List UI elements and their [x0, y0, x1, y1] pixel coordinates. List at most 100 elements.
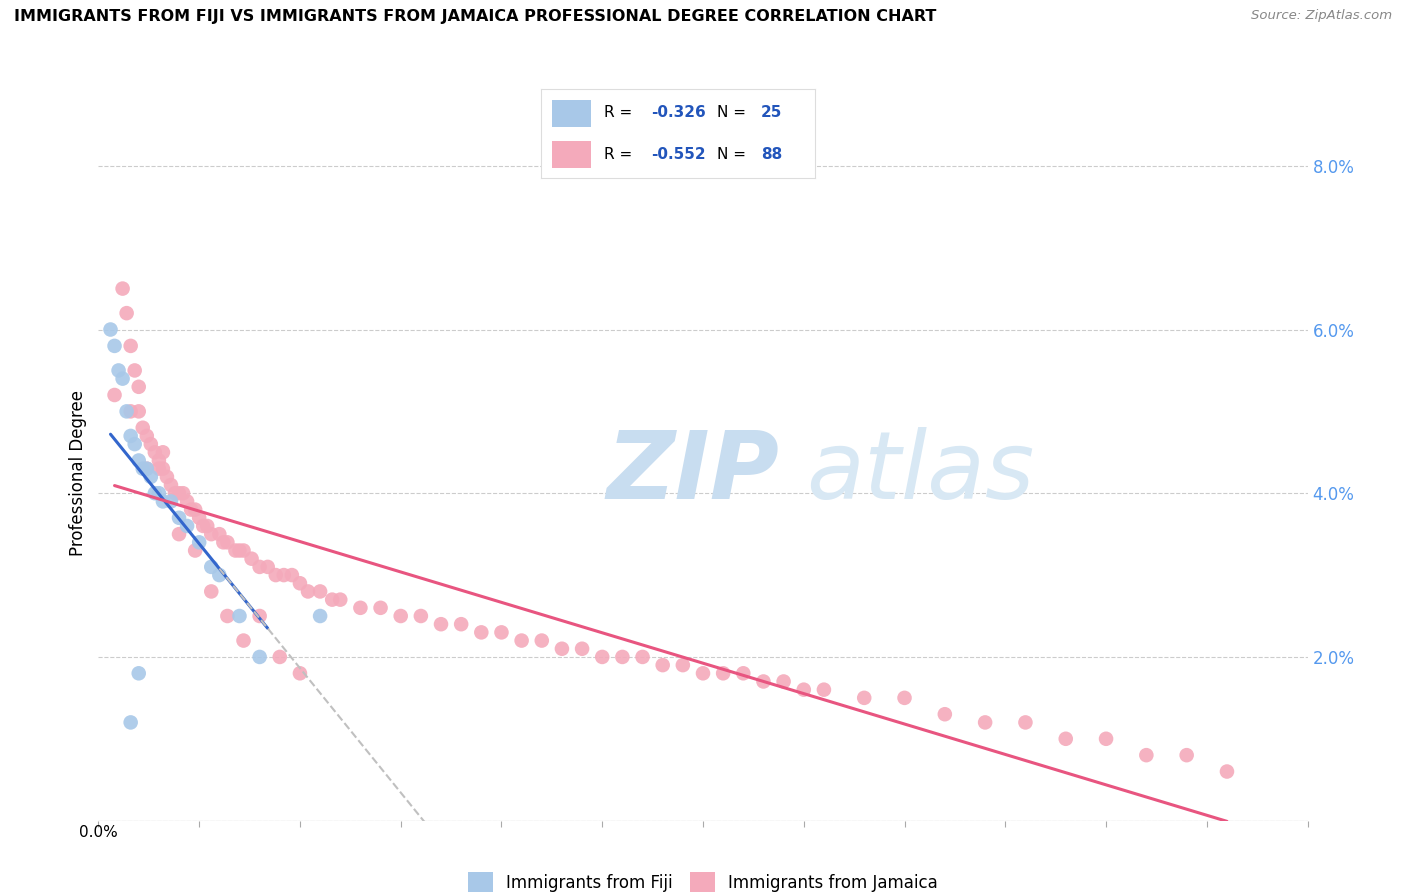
Point [1014, 715, 1036, 730]
Point [752, 674, 775, 689]
Point [772, 674, 794, 689]
Point [934, 707, 956, 722]
Point [470, 625, 492, 640]
Point [288, 576, 311, 591]
Point [249, 649, 271, 664]
Point [1095, 731, 1118, 746]
Point [135, 429, 157, 443]
Point [200, 560, 222, 574]
Point [1054, 731, 1077, 746]
Point [232, 633, 254, 648]
Point [120, 429, 142, 443]
Point [115, 306, 138, 320]
Point [551, 641, 574, 656]
Point [409, 609, 432, 624]
Point [349, 600, 371, 615]
Point [571, 641, 593, 656]
Point [228, 609, 250, 624]
Point [321, 592, 343, 607]
Point [128, 666, 150, 681]
Text: -0.326: -0.326 [651, 105, 706, 120]
Point [281, 568, 304, 582]
Point [128, 380, 150, 394]
Point [329, 592, 352, 607]
Point [631, 649, 654, 664]
Point [249, 609, 271, 624]
Point [264, 568, 287, 582]
Point [163, 486, 186, 500]
Point [430, 617, 453, 632]
Point [111, 371, 134, 385]
Point [152, 461, 174, 475]
Point [115, 404, 138, 418]
Point [1135, 748, 1157, 763]
Text: 0.0%: 0.0% [79, 825, 118, 839]
Point [208, 568, 231, 582]
Point [450, 617, 472, 632]
Point [200, 527, 222, 541]
Point [135, 461, 157, 475]
Point [195, 519, 218, 533]
Point [120, 339, 142, 353]
Point [309, 609, 332, 624]
Point [240, 551, 263, 566]
Point [156, 470, 179, 484]
Point [176, 494, 198, 508]
Point [124, 437, 146, 451]
Point [389, 609, 412, 624]
Point [124, 363, 146, 377]
FancyBboxPatch shape [553, 141, 591, 168]
Y-axis label: Professional Degree: Professional Degree [69, 390, 87, 556]
Legend: Immigrants from Fiji, Immigrants from Jamaica: Immigrants from Fiji, Immigrants from Ja… [468, 872, 938, 892]
Point [256, 560, 278, 574]
Point [530, 633, 553, 648]
Point [132, 421, 155, 435]
Point [176, 519, 198, 533]
Point [120, 715, 142, 730]
Point [128, 404, 150, 418]
Point [160, 494, 183, 508]
Point [200, 584, 222, 599]
Point [143, 445, 166, 459]
Point [232, 543, 254, 558]
Point [893, 690, 915, 705]
Point [184, 502, 207, 516]
Point [288, 666, 311, 681]
Text: IMMIGRANTS FROM FIJI VS IMMIGRANTS FROM JAMAICA PROFESSIONAL DEGREE CORRELATION : IMMIGRANTS FROM FIJI VS IMMIGRANTS FROM … [14, 9, 936, 24]
Text: 88: 88 [761, 147, 782, 161]
Point [172, 486, 194, 500]
Point [853, 690, 876, 705]
Point [297, 584, 319, 599]
Point [128, 453, 150, 467]
Point [148, 453, 170, 467]
Point [249, 560, 271, 574]
Point [1216, 764, 1239, 779]
Point [100, 322, 122, 336]
Point [974, 715, 997, 730]
Point [148, 461, 170, 475]
Point [167, 510, 190, 524]
Point [208, 527, 231, 541]
Point [309, 584, 332, 599]
Point [711, 666, 734, 681]
Text: -0.552: -0.552 [651, 147, 706, 161]
Point [139, 470, 162, 484]
Point [180, 502, 202, 516]
Point [188, 535, 211, 549]
Point [135, 461, 157, 475]
Text: N =: N = [717, 105, 751, 120]
Point [120, 404, 142, 418]
Point [167, 486, 190, 500]
Point [212, 535, 235, 549]
Point [224, 543, 246, 558]
Point [228, 543, 250, 558]
Point [217, 609, 239, 624]
Point [184, 543, 207, 558]
Text: atlas: atlas [806, 427, 1033, 518]
Point [107, 363, 129, 377]
Point [1175, 748, 1198, 763]
Point [793, 682, 815, 697]
Text: ZIP: ZIP [606, 426, 779, 519]
Point [167, 527, 190, 541]
Text: R =: R = [605, 147, 637, 161]
